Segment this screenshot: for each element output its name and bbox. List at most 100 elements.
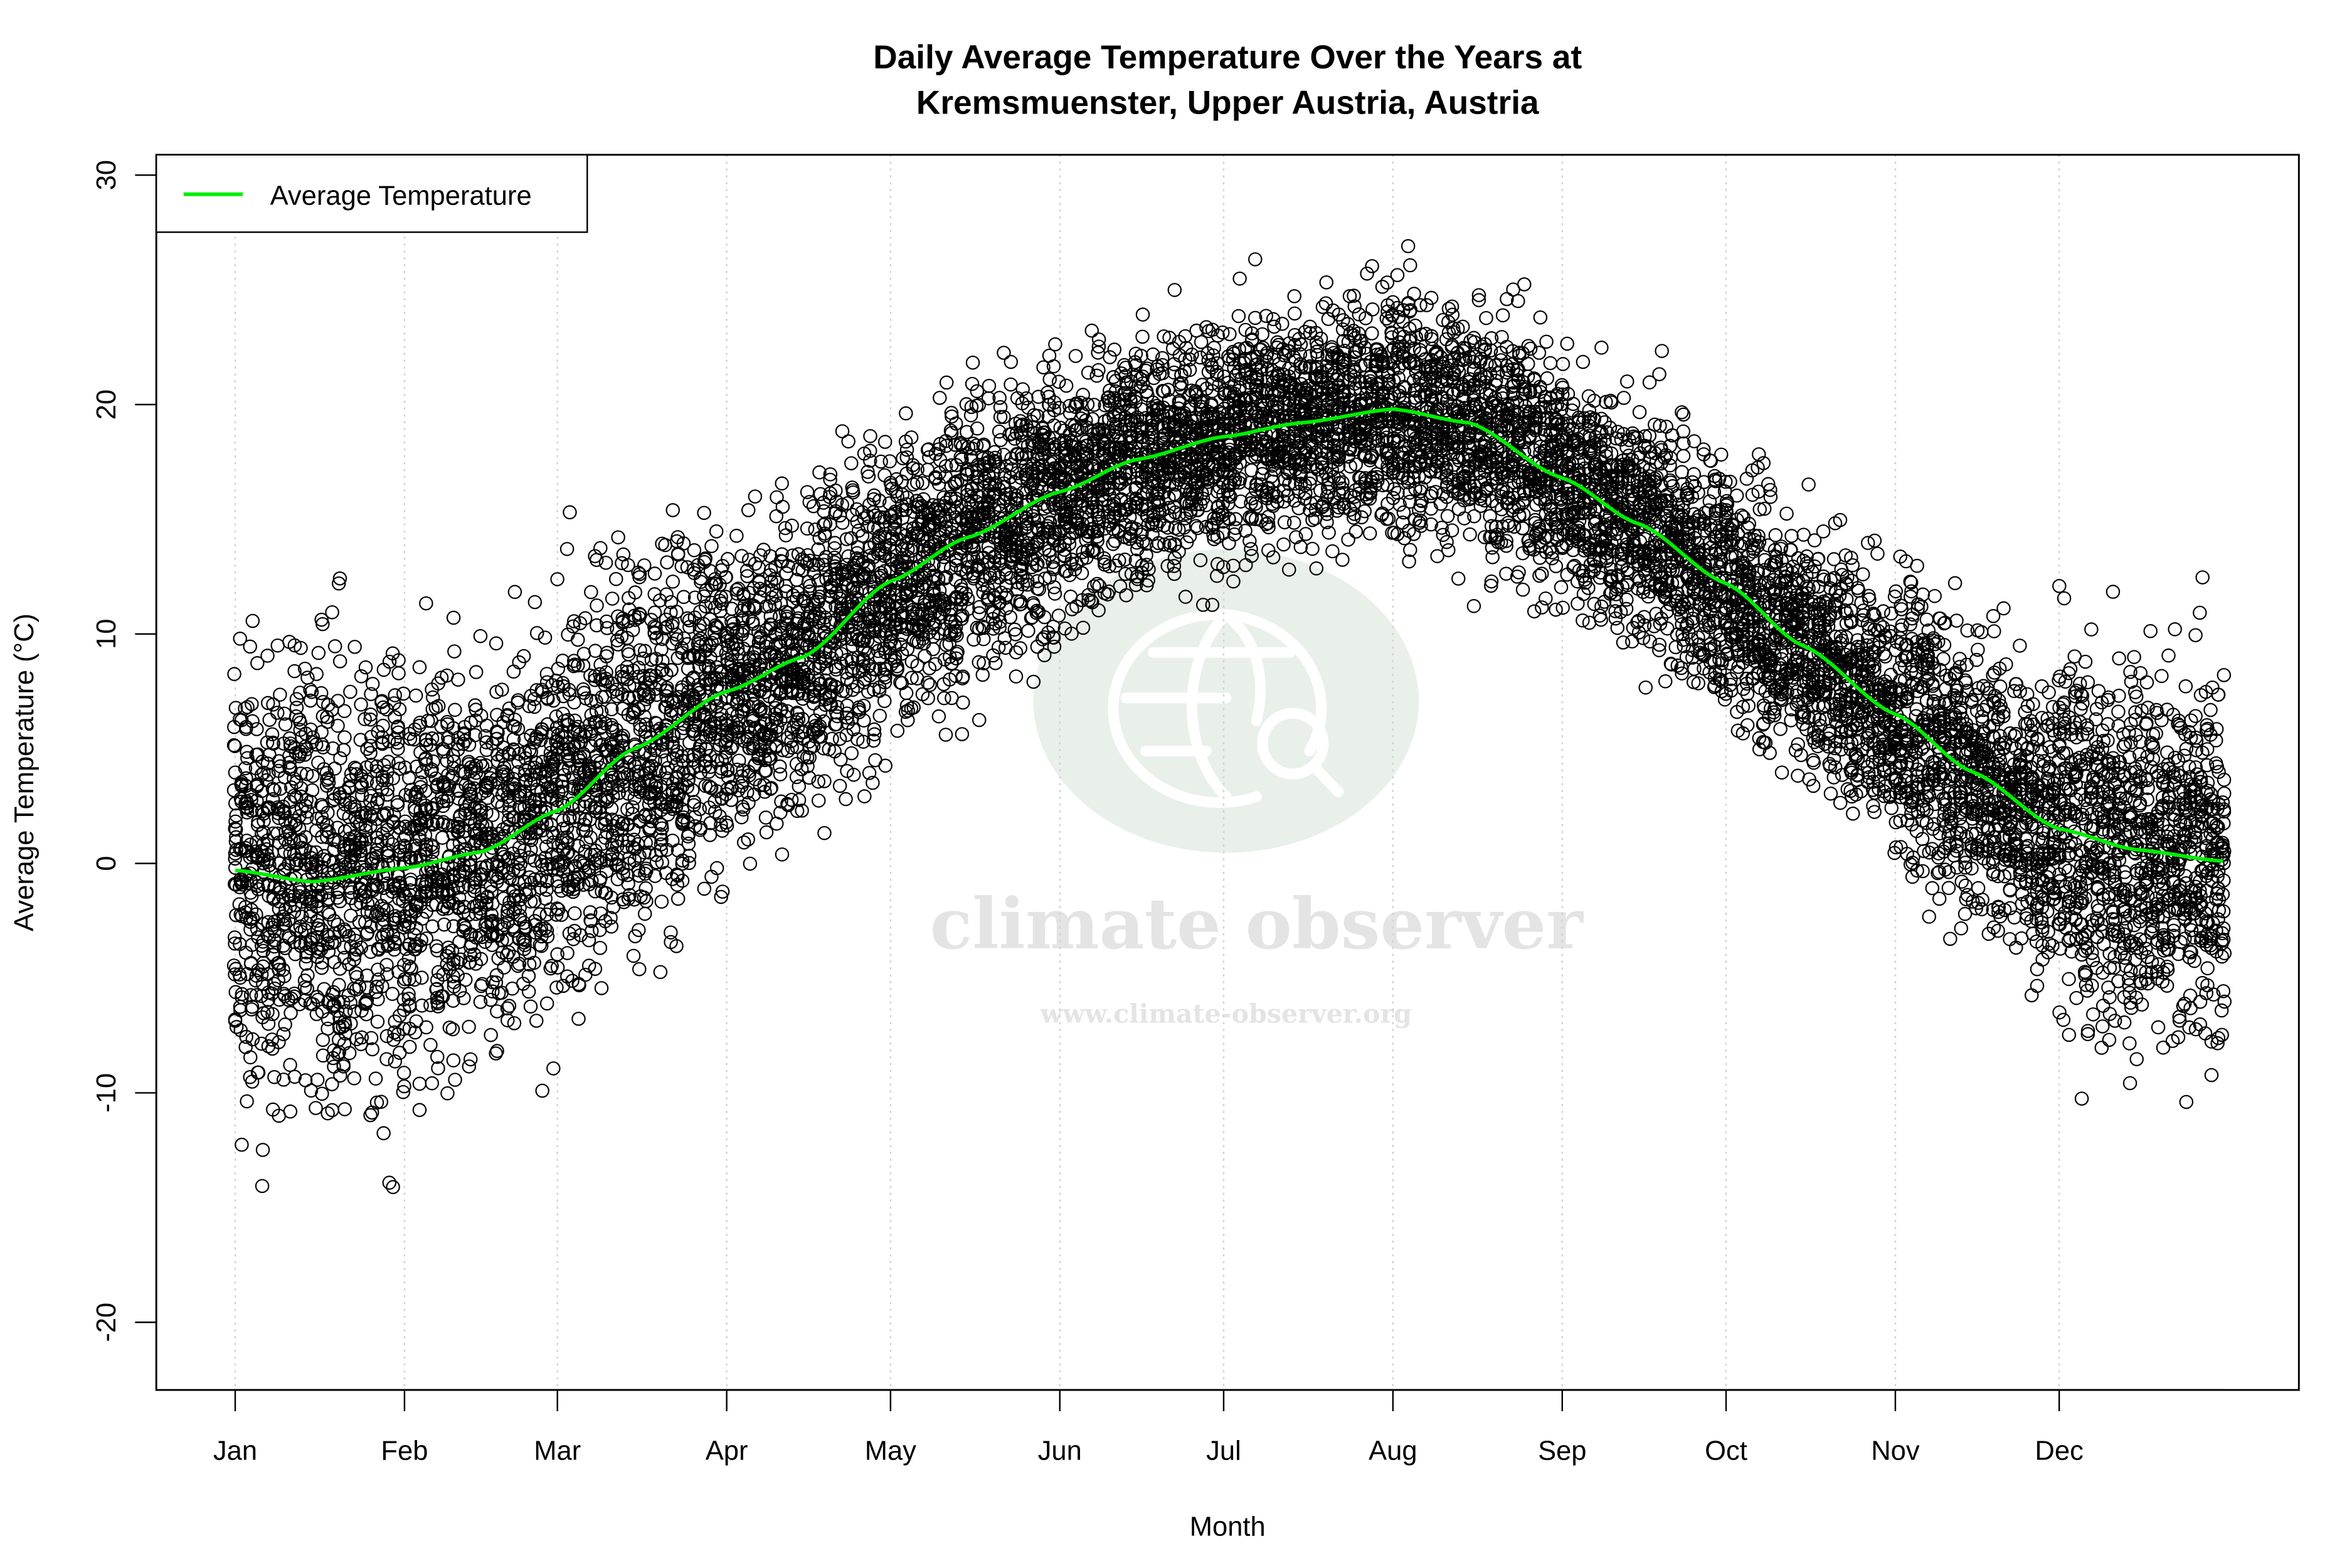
scatter-point <box>337 1015 352 1029</box>
scatter-point <box>507 585 522 600</box>
scatter-point <box>267 783 282 798</box>
scatter-point <box>446 1053 461 1067</box>
scatter-point <box>535 1083 549 1098</box>
scatter-point <box>287 638 302 653</box>
scatter-point <box>319 823 334 838</box>
scatter-point <box>336 743 351 758</box>
scatter-point <box>267 977 282 991</box>
scatter-point <box>243 639 257 654</box>
scatter-point <box>294 781 309 796</box>
scatter-point <box>310 930 325 945</box>
scatter-point <box>1103 350 1117 364</box>
scatter-point <box>632 961 647 977</box>
scatter-point <box>276 962 290 977</box>
scatter-point <box>320 710 334 724</box>
scatter-point <box>226 958 241 973</box>
scatter-point <box>332 894 347 909</box>
scatter-point <box>299 956 313 971</box>
scatter-point <box>412 660 427 675</box>
scatter-point <box>297 748 312 762</box>
scatter-point <box>300 804 315 819</box>
scatter-point <box>360 904 375 919</box>
scatter-point <box>288 818 303 832</box>
scatter-point <box>937 691 951 706</box>
scatter-point <box>292 712 307 727</box>
scatter-point <box>353 776 368 790</box>
scatter-point <box>250 722 264 736</box>
scatter-point <box>1004 354 1019 369</box>
scatter-point <box>277 969 292 983</box>
scatter-point <box>817 825 832 840</box>
scatter-point <box>283 1057 297 1073</box>
scatter-point <box>546 1061 561 1076</box>
scatter-point <box>390 795 405 810</box>
scatter-point <box>228 814 243 829</box>
scatter-point <box>228 936 242 951</box>
scatter-point <box>251 930 265 945</box>
scatter-point <box>899 406 913 421</box>
scatter-point <box>239 771 253 786</box>
scatter-point <box>320 1012 336 1027</box>
scatter-point <box>775 476 789 491</box>
scatter-point <box>330 891 345 905</box>
scatter-point <box>594 981 609 995</box>
scatter-point <box>352 979 367 994</box>
scatter-point <box>697 506 711 520</box>
scatter-point <box>235 1137 249 1152</box>
scatter-point <box>278 988 292 1004</box>
scatter-point <box>773 767 788 781</box>
scatter-point <box>287 771 301 786</box>
scatter-point <box>337 704 352 718</box>
scatter-point <box>265 1007 280 1022</box>
scatter-point <box>273 881 287 895</box>
scatter-point <box>1084 323 1099 338</box>
scatter-point <box>462 1019 476 1034</box>
scatter-point <box>770 490 784 505</box>
scatter-point <box>988 656 1003 670</box>
scatter-point <box>245 999 260 1014</box>
scatter-point <box>463 1052 478 1067</box>
scatter-point <box>347 1071 361 1086</box>
scatter-point <box>326 741 341 756</box>
scatter-point <box>741 503 756 517</box>
scatter-point <box>261 1039 276 1054</box>
scatter-point <box>325 1103 339 1118</box>
scatter-point <box>1009 669 1024 684</box>
scatter-point <box>311 945 326 960</box>
scatter-point <box>890 723 905 738</box>
scatter-point <box>653 965 668 980</box>
scatter-point <box>1004 377 1018 392</box>
scatter-point <box>396 686 411 701</box>
watermark-url: www.climate-observer.org <box>1040 999 1412 1029</box>
scatter-point <box>654 894 669 909</box>
scatter-point <box>626 948 641 963</box>
scatter-point <box>660 555 674 569</box>
scatter-point <box>293 686 307 700</box>
scatter-point <box>415 970 429 985</box>
scatter-point <box>265 735 280 750</box>
scatter-point <box>240 700 255 714</box>
scatter-point <box>332 978 346 992</box>
scatter-point <box>1010 594 1025 608</box>
scatter-point <box>305 783 320 798</box>
scatter-point <box>228 822 243 837</box>
scatter-point <box>320 714 335 729</box>
scatter-point <box>333 1068 347 1083</box>
scatter-point <box>419 596 433 611</box>
scatter-point <box>670 891 686 906</box>
scatter-point <box>277 912 292 927</box>
scatter-point <box>704 539 719 553</box>
scatter-point <box>254 768 269 782</box>
scatter-point <box>484 1027 498 1042</box>
scatter-point <box>578 611 593 625</box>
scatter-point <box>298 661 312 676</box>
scatter-point <box>240 751 255 765</box>
scatter-point <box>347 952 361 967</box>
scatter-point <box>278 1017 292 1032</box>
scatter-point <box>255 1143 270 1157</box>
scatter-point <box>325 935 339 950</box>
scatter-point <box>305 769 320 783</box>
scatter-point <box>736 835 751 850</box>
scatter-point <box>311 645 326 660</box>
